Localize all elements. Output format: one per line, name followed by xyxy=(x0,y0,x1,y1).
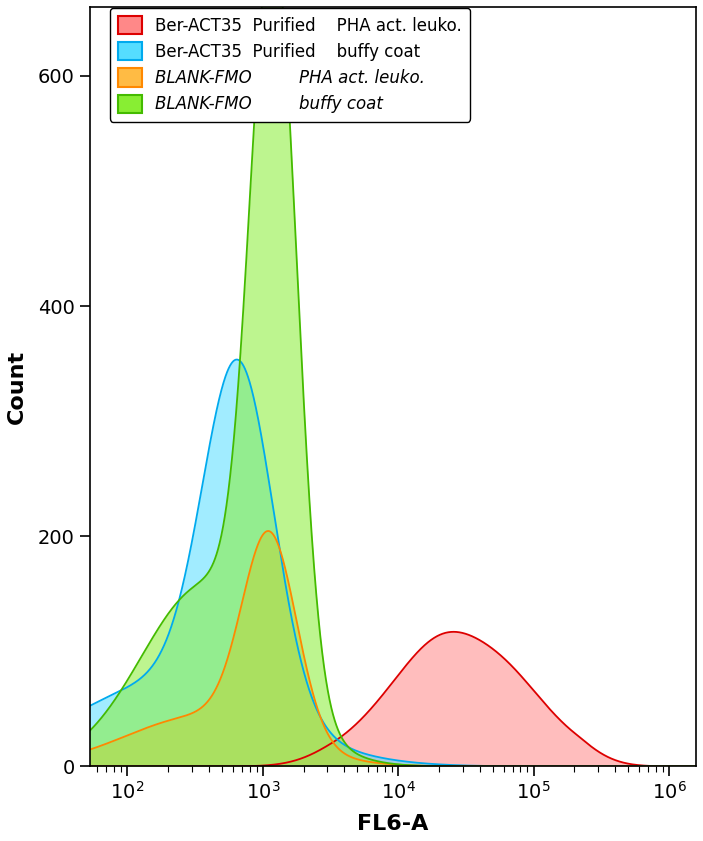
Legend: Ber-ACT35  Purified    PHA act. leuko., Ber-ACT35  Purified    buffy coat, BLANK: Ber-ACT35 Purified PHA act. leuko., Ber-… xyxy=(110,8,470,121)
Y-axis label: Count: Count xyxy=(7,350,27,424)
X-axis label: FL6-A: FL6-A xyxy=(357,814,428,834)
